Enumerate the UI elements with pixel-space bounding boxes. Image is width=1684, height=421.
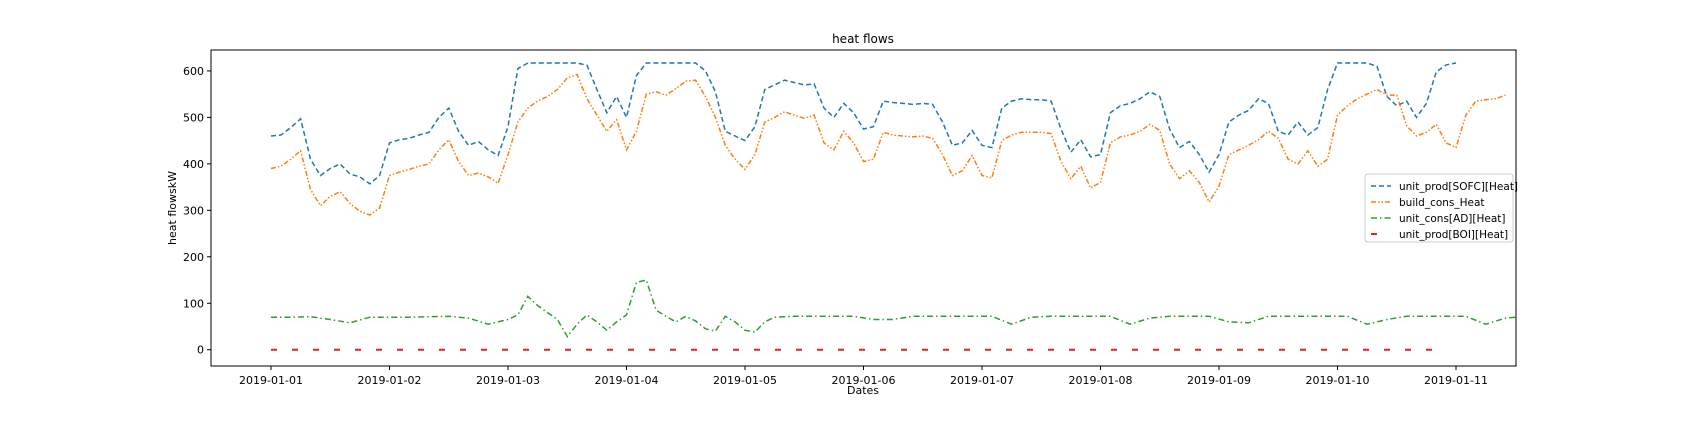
y-tick-label: 200 bbox=[183, 251, 204, 264]
legend: unit_prod[SOFC][Heat] build_cons_Heatunit… bbox=[1364, 173, 1518, 243]
x-tick-label: 2019-01-05 bbox=[713, 374, 777, 387]
y-tick-label: 600 bbox=[183, 65, 204, 78]
y-tick-label: 0 bbox=[197, 344, 204, 357]
x-axis: 2019-01-01 2019-01-02 2019-01-03 2019-01-04… bbox=[239, 366, 1488, 387]
x-tick-label: 2019-01-10 bbox=[1306, 374, 1370, 387]
legend-label-1: build_cons_Heat bbox=[1399, 197, 1485, 209]
chart-title: heat flows bbox=[832, 32, 894, 46]
series-line-1 bbox=[270, 73, 1506, 216]
x-tick-label: 2019-01-11 bbox=[1424, 374, 1488, 387]
series-line-0 bbox=[270, 62, 1457, 185]
x-tick-label: 2019-01-04 bbox=[595, 374, 659, 387]
y-tick-label: 100 bbox=[183, 297, 204, 310]
x-tick-label: 2019-01-08 bbox=[1069, 374, 1133, 387]
legend-label-2: unit_cons[AD][Heat] bbox=[1399, 213, 1505, 225]
y-tick-label: 300 bbox=[183, 204, 204, 217]
x-tick-label: 2019-01-03 bbox=[476, 374, 540, 387]
x-tick-label: 2019-01-02 bbox=[358, 374, 422, 387]
x-tick-label: 2019-01-09 bbox=[1187, 374, 1251, 387]
x-axis-label: Dates bbox=[847, 384, 879, 397]
y-tick-label: 400 bbox=[183, 158, 204, 171]
series-line-2 bbox=[271, 279, 1516, 339]
y-axis-label: heat flowskW bbox=[166, 171, 179, 245]
legend-box bbox=[1364, 173, 1514, 243]
y-axis: 0 100 200 300 400 500 600 bbox=[183, 65, 211, 357]
y-tick-label: 500 bbox=[183, 111, 204, 124]
x-tick-label: 2019-01-06 bbox=[832, 374, 896, 387]
plot-series bbox=[270, 62, 1516, 351]
x-tick-label: 2019-01-07 bbox=[950, 374, 1014, 387]
legend-label-0: unit_prod[SOFC][Heat] bbox=[1399, 181, 1518, 193]
legend-label-3: unit_prod[BOI][Heat] bbox=[1399, 229, 1508, 241]
x-tick-label: 2019-01-01 bbox=[239, 374, 303, 387]
